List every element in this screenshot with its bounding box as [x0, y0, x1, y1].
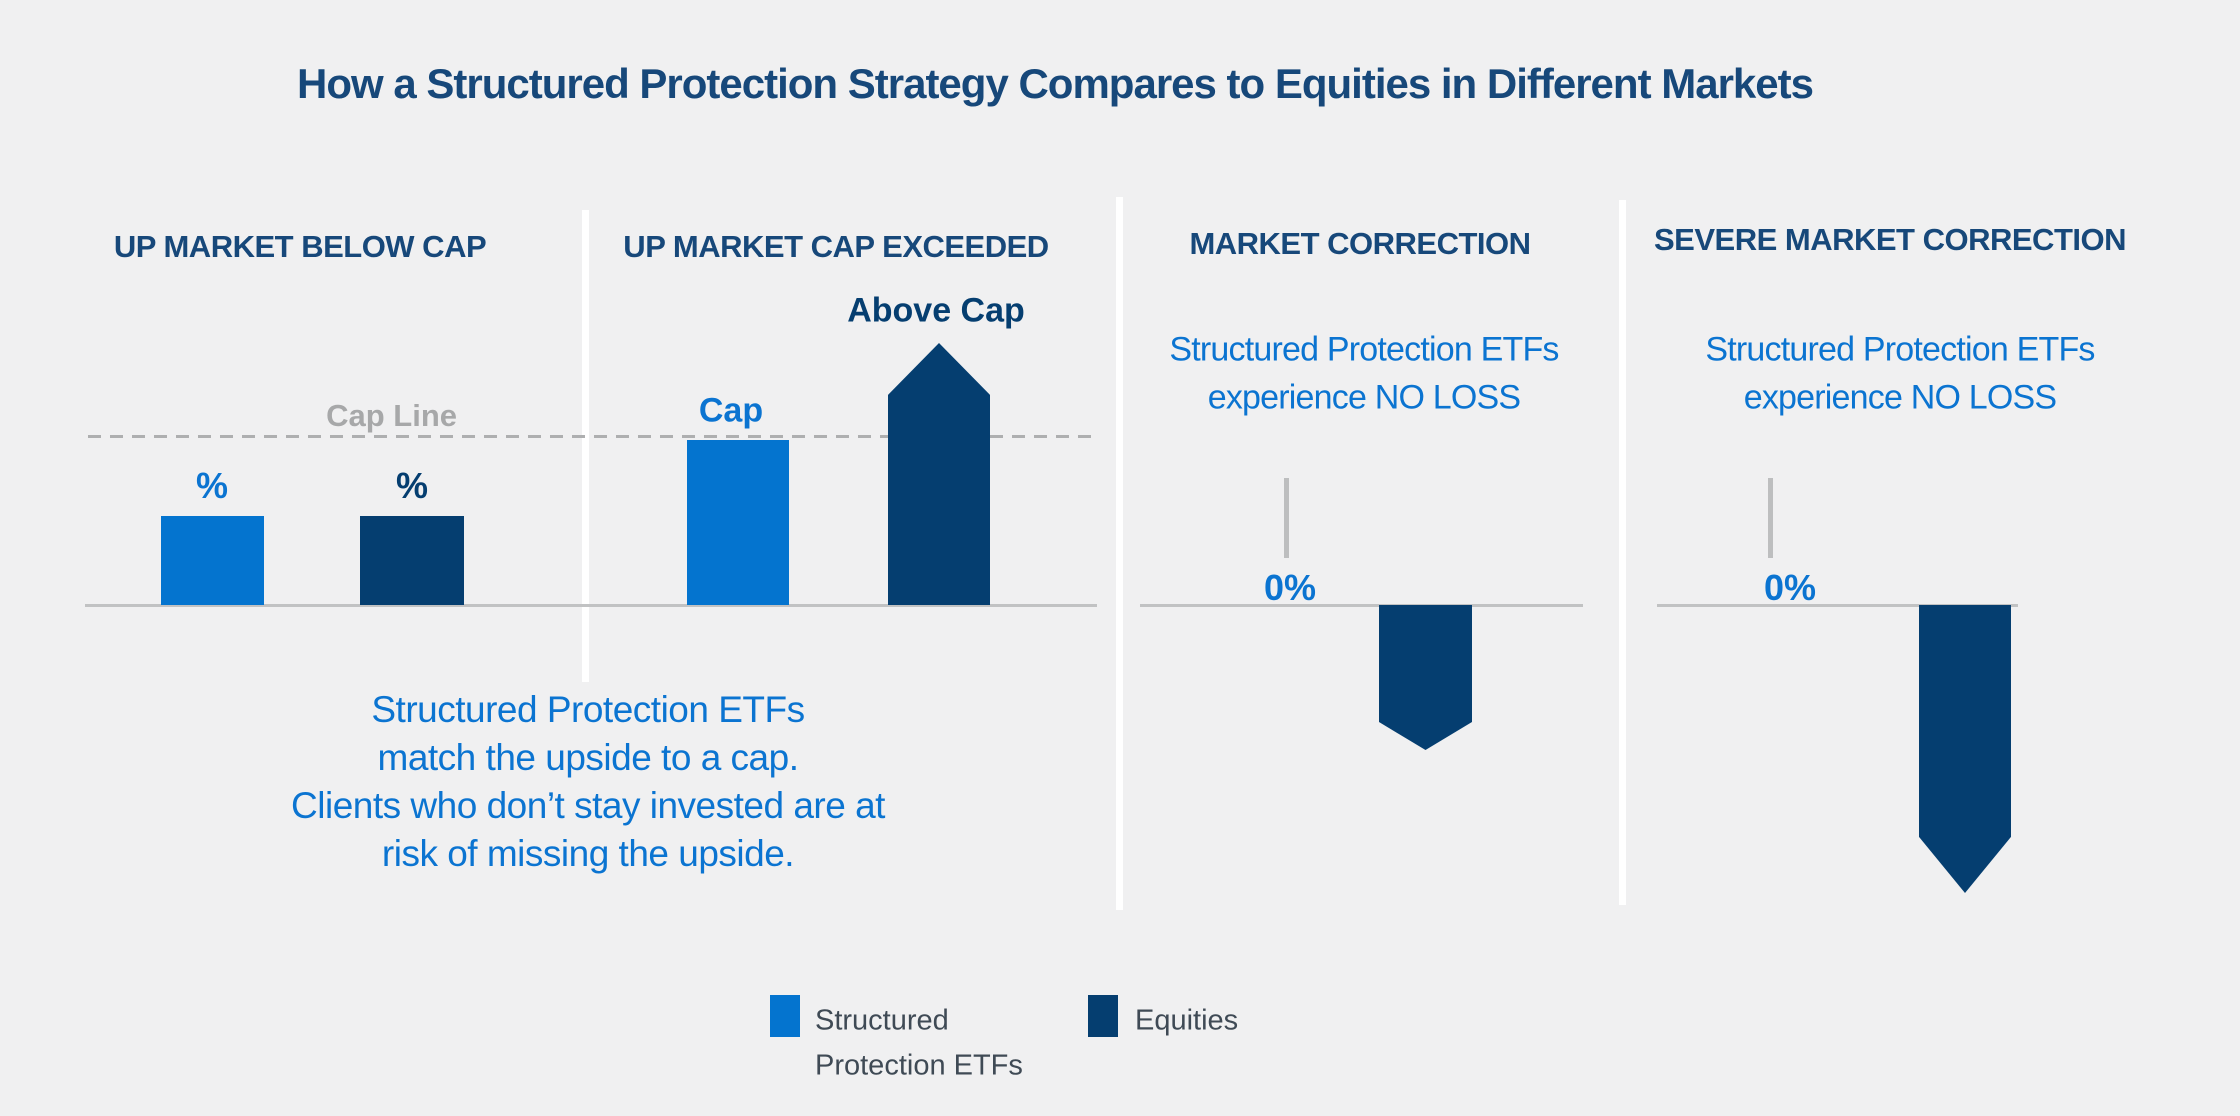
no-loss-message-line: experience NO LOSS — [1743, 378, 2057, 417]
structured-bar-label: % — [195, 465, 229, 506]
cap-line — [88, 435, 1095, 438]
note-line: risk of missing the upside. — [381, 833, 795, 874]
structured-zero-tick — [1768, 478, 1773, 558]
equities-up-arrow-bar — [888, 343, 990, 605]
note-line: Structured Protection ETFs — [371, 689, 805, 730]
legend-label-structured: Structured — [815, 1004, 949, 1037]
structured-zero-tick — [1284, 478, 1289, 558]
equities-down-arrow-bar — [1379, 605, 1472, 750]
no-loss-message-line: experience NO LOSS — [1207, 378, 1521, 417]
axis-baseline-panels-1-2 — [85, 604, 1097, 607]
note-line: match the upside to a cap. — [377, 737, 800, 778]
panel-divider-2 — [1116, 197, 1123, 910]
axis-baseline-panel-4 — [1657, 604, 2018, 607]
equities-bar-label: % — [395, 465, 429, 506]
panel-divider-1 — [582, 210, 589, 682]
structured-bar — [161, 516, 264, 605]
equities-down-arrow-bar — [1919, 605, 2011, 893]
no-loss-message-line: Structured Protection ETFs — [1169, 330, 1559, 369]
legend-swatch-structured — [770, 995, 800, 1037]
legend-label-structured: Protection ETFs — [815, 1049, 1023, 1082]
structured-bar — [687, 440, 789, 605]
panel-title: UP MARKET CAP EXCEEDED — [623, 229, 1049, 264]
legend-swatch-equities — [1088, 995, 1118, 1037]
cap-label: Cap — [698, 391, 764, 430]
no-loss-message-line: Structured Protection ETFs — [1705, 330, 2095, 369]
panel-title: UP MARKET BELOW CAP — [113, 229, 487, 264]
page-title: How a Structured Protection Strategy Com… — [297, 60, 1814, 107]
axis-baseline-panel-3 — [1140, 604, 1583, 607]
equities-bar — [360, 516, 464, 605]
cap-line-label: Cap Line — [326, 398, 457, 433]
note-line: Clients who don’t stay invested are at — [291, 785, 885, 826]
legend-label-equities: Equities — [1135, 1004, 1239, 1037]
panel-title: MARKET CORRECTION — [1189, 226, 1531, 261]
structured-zero-label: 0% — [1263, 567, 1317, 608]
structured-zero-label: 0% — [1763, 567, 1817, 608]
above-cap-label: Above Cap — [847, 291, 1025, 330]
panel-title: SEVERE MARKET CORRECTION — [1654, 222, 2126, 257]
panel-divider-3 — [1619, 200, 1626, 905]
